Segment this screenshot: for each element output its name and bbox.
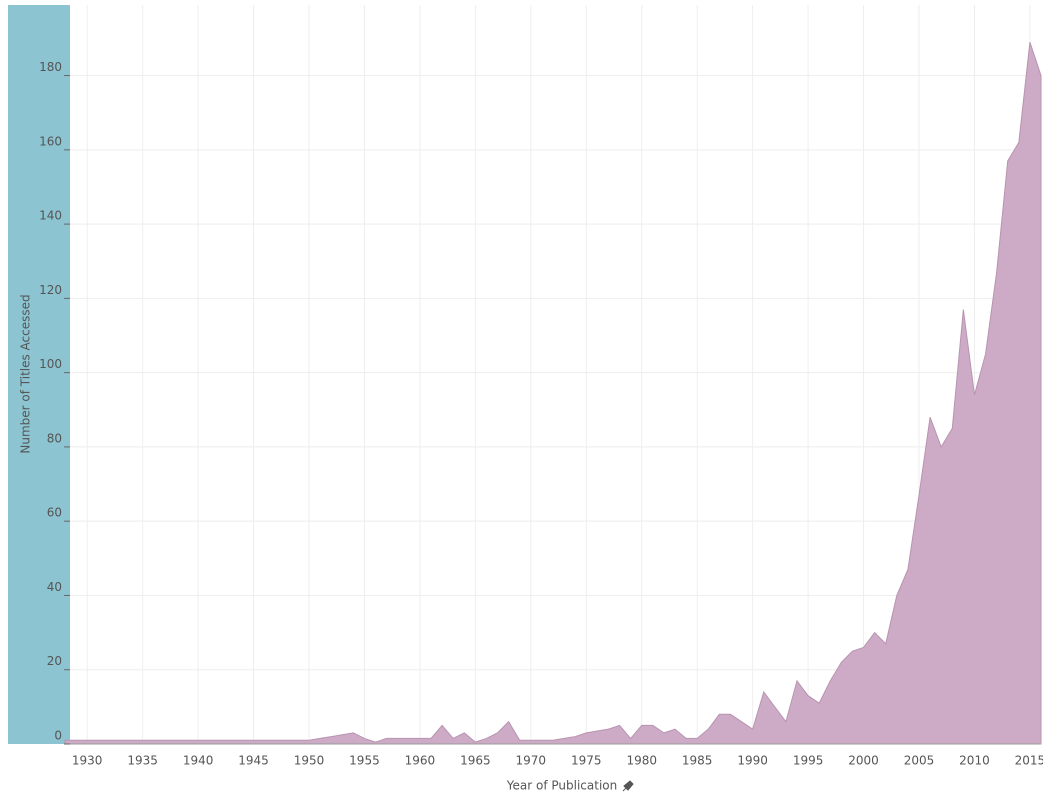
y-axis-title: Number of Titles Accessed xyxy=(19,294,33,453)
x-tick-label: 1950 xyxy=(294,754,325,768)
x-tick-label: 1955 xyxy=(349,754,380,768)
x-tick-label: 1965 xyxy=(460,754,491,768)
area xyxy=(64,41,1042,745)
x-tick-label: 2005 xyxy=(904,754,935,768)
x-tick-label: 1945 xyxy=(238,754,269,768)
y-tick-label: 100 xyxy=(39,357,62,371)
x-tick-label: 2015 xyxy=(1015,754,1043,768)
x-tick-label: 2000 xyxy=(848,754,879,768)
x-tick-label: 1935 xyxy=(127,754,158,768)
y-tick-label: 60 xyxy=(47,506,62,520)
y-tick-label: 0 xyxy=(54,729,62,743)
pin-icon xyxy=(622,780,634,792)
x-tick-label: 1975 xyxy=(571,754,602,768)
x-tick-label: 1960 xyxy=(405,754,436,768)
y-axis-band xyxy=(8,5,70,744)
y-tick-label: 40 xyxy=(47,580,62,594)
y-tick-label: 160 xyxy=(39,134,62,148)
x-tick-label: 1940 xyxy=(183,754,214,768)
y-tick-label: 80 xyxy=(47,431,62,445)
y-tick-label: 20 xyxy=(47,654,62,668)
x-tick-label: 1930 xyxy=(72,754,103,768)
x-tick-label: 2010 xyxy=(959,754,990,768)
x-tick-label: 1980 xyxy=(626,754,657,768)
x-tick-label: 1995 xyxy=(793,754,824,768)
x-axis-title: Year of Publication xyxy=(506,779,617,793)
x-tick-label: 1985 xyxy=(682,754,713,768)
y-tick-label: 120 xyxy=(39,283,62,297)
x-tick-label: 1970 xyxy=(516,754,547,768)
y-tick-label: 180 xyxy=(39,60,62,74)
y-tick-label: 140 xyxy=(39,209,62,223)
x-tick-label: 1990 xyxy=(737,754,768,768)
